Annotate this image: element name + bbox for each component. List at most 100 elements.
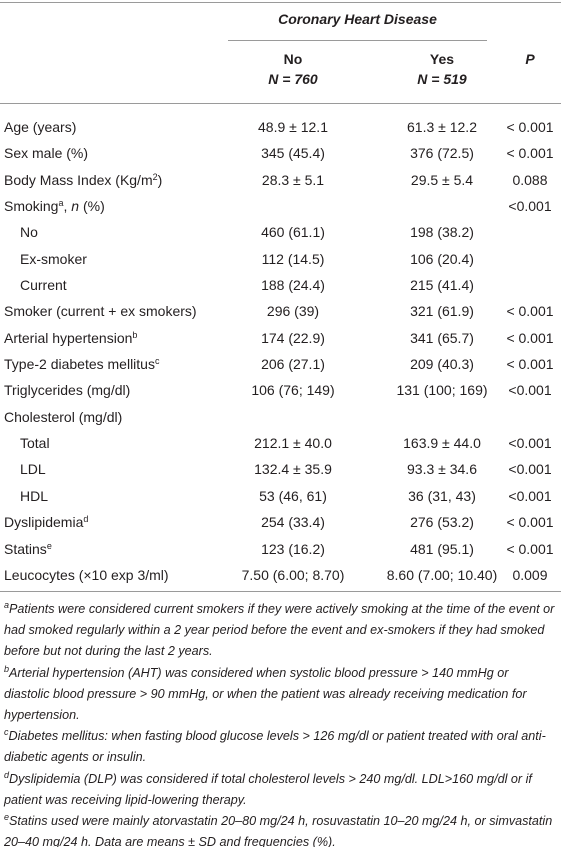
- cell-yes: 215 (41.4): [410, 277, 474, 294]
- cell-p: < 0.001: [506, 119, 554, 135]
- cell-no: 188 (24.4): [261, 277, 325, 294]
- cell-p: 0.088: [512, 171, 548, 188]
- row-label: Smoker (current + ex smokers): [4, 298, 197, 324]
- footnote-text: Dyslipidemia (DLP) was considered if tot…: [4, 771, 532, 807]
- column-header: No: [283, 51, 303, 67]
- cell-yes: 36 (31, 43): [408, 487, 476, 504]
- footnote-marker: a: [58, 198, 64, 209]
- label-text: Current: [20, 277, 67, 294]
- label-text: Age (years): [4, 119, 77, 135]
- footnote-marker: c: [4, 727, 9, 738]
- cell-yes: 376 (72.5): [410, 145, 474, 162]
- table-row: Cholesterol (mg/dl): [0, 404, 561, 430]
- label-text: Arterial hypertension: [4, 329, 133, 346]
- row-label: Statinse: [4, 536, 52, 562]
- label-text: LDL: [20, 461, 46, 478]
- cell-no: 48.9 ± 12.1: [258, 119, 328, 135]
- column-n: N = 760: [268, 71, 318, 87]
- label-text: (%): [79, 198, 105, 215]
- cell-no: 212.1 ± 40.0: [254, 435, 332, 452]
- cell-p: < 0.001: [506, 329, 554, 346]
- rule: [0, 103, 561, 104]
- cell-no: 112 (14.5): [261, 250, 325, 267]
- cell-yes: 321 (61.9): [410, 303, 474, 320]
- row-label: Smokinga, n (%): [4, 193, 105, 219]
- cell-yes: 29.5 ± 5.4: [410, 171, 474, 188]
- footnote-text: Patients were considered current smokers…: [4, 602, 555, 659]
- row-label: Leucocytes (×10 exp 3/ml): [4, 562, 169, 588]
- row-label: Age (years): [4, 114, 76, 140]
- label-text: Smoking: [4, 198, 59, 215]
- table-row: Body Mass Index (Kg/m2) 28.3 ± 5.1 29.5 ± …: [0, 167, 561, 193]
- label-text: Triglycerides (mg/dl): [4, 382, 131, 399]
- table-row: Arterial hypertensionb 174 (22.9) 341 (65.…: [0, 325, 561, 351]
- cell-no: 132.4 ± 35.9: [254, 461, 332, 478]
- footnote: cDiabetes mellitus: when fasting blood g…: [4, 726, 557, 768]
- label-text: Sex male (%): [4, 145, 89, 162]
- cell-yes: 93.3 ± 34.6: [407, 461, 477, 478]
- row-label: Dyslipidemiad: [4, 509, 88, 535]
- table-row: Current 188 (24.4) 215 (41.4): [0, 272, 561, 298]
- row-label: Arterial hypertensionb: [4, 325, 137, 351]
- footnote-marker: d: [83, 514, 89, 525]
- footnote: eStatins used were mainly atorvastatin 2…: [4, 811, 557, 847]
- footnote-marker: 2: [152, 171, 158, 182]
- row-label: HDL: [20, 483, 48, 509]
- cell-yes: 8.60 (7.00; 10.40): [386, 566, 498, 583]
- cell-no: 254 (33.4): [261, 514, 325, 531]
- cell-no: 206 (27.1): [261, 356, 325, 373]
- cell-yes: 61.3 ± 12.2: [407, 119, 477, 135]
- footnotes: aPatients were considered current smoker…: [4, 599, 557, 847]
- cell-no: 460 (61.1): [261, 224, 325, 241]
- footnote: bArterial hypertension (AHT) was conside…: [4, 663, 557, 727]
- table-row: Total 212.1 ± 40.0 163.9 ± 44.0 <0.001: [0, 430, 561, 456]
- cell-p: <0.001: [508, 435, 552, 452]
- footnote-marker: a: [4, 600, 10, 610]
- cell-p: <0.001: [508, 487, 552, 504]
- rule: [0, 591, 561, 592]
- row-label: Sex male (%): [4, 140, 88, 166]
- row-label: No: [20, 219, 38, 245]
- label-text: Total: [20, 435, 50, 452]
- row-label: LDL: [20, 456, 46, 482]
- rule: [0, 2, 561, 3]
- cell-no: 296 (39): [266, 303, 320, 320]
- cell-yes: 198 (38.2): [410, 224, 474, 241]
- cell-no: 28.3 ± 5.1: [261, 171, 325, 188]
- group-header: Coronary Heart Disease: [278, 11, 437, 27]
- label-text: ): [157, 171, 163, 188]
- cell-p: < 0.001: [506, 145, 554, 162]
- label-text: Dyslipidemia: [4, 514, 84, 531]
- cell-no: 123 (16.2): [261, 540, 325, 557]
- cell-p: < 0.001: [506, 514, 554, 531]
- footnote: aPatients were considered current smoker…: [4, 599, 557, 663]
- cell-yes: 341 (65.7): [410, 329, 474, 346]
- table-body: Age (years) 48.9 ± 12.1 61.3 ± 12.2 < 0.001…: [0, 114, 561, 588]
- label-text: No: [20, 224, 38, 241]
- label-text: Body Mass Index (Kg/m: [4, 171, 153, 188]
- table-row: No 460 (61.1) 198 (38.2): [0, 219, 561, 245]
- cell-p: 0.009: [512, 566, 548, 583]
- cell-p: < 0.001: [506, 540, 554, 557]
- label-text: Statins: [4, 540, 47, 557]
- table-row: Type-2 diabetes mellitusc 206 (27.1) 209 (…: [0, 351, 561, 377]
- row-label: Ex-smoker: [20, 246, 87, 272]
- column-header: Yes: [429, 51, 455, 67]
- table-row: Leucocytes (×10 exp 3/ml) 7.50 (6.00; 8.7…: [0, 562, 561, 588]
- footnote-text: Diabetes mellitus: when fasting blood gl…: [4, 729, 546, 765]
- label-text: HDL: [20, 487, 49, 504]
- cell-yes: 276 (53.2): [410, 514, 474, 531]
- label-text: Smoker (current + ex smokers): [4, 303, 197, 320]
- cell-no: 174 (22.9): [261, 329, 325, 346]
- row-label: Total: [20, 430, 50, 456]
- cell-p: <0.001: [508, 461, 552, 478]
- footnote-marker: e: [46, 540, 52, 551]
- table-row: Ex-smoker 112 (14.5) 106 (20.4): [0, 246, 561, 272]
- column-n: N = 519: [417, 71, 467, 87]
- cell-no: 53 (46, 61): [259, 487, 327, 504]
- table-row: Smokinga, n (%) <0.001: [0, 193, 561, 219]
- table-row: Statinse 123 (16.2) 481 (95.1) < 0.001: [0, 536, 561, 562]
- footnote-marker: e: [4, 812, 10, 823]
- table-row: HDL 53 (46, 61) 36 (31, 43) <0.001: [0, 483, 561, 509]
